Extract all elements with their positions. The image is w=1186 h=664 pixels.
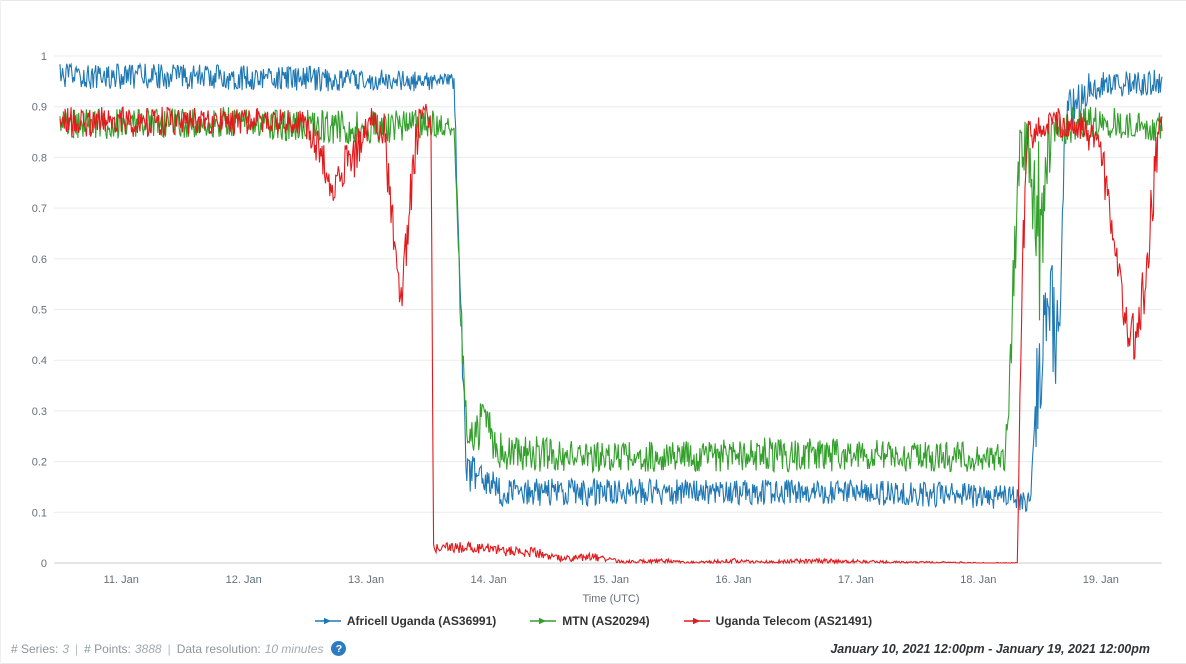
svg-text:Time (UTC): Time (UTC)	[582, 593, 639, 605]
svg-text:0.8: 0.8	[32, 152, 47, 164]
series-line-2[interactable]	[59, 103, 1163, 566]
svg-text:0.7: 0.7	[32, 203, 47, 215]
data-resolution-label: Data resolution:	[176, 641, 261, 656]
svg-text:17. Jan: 17. Jan	[838, 574, 874, 586]
svg-text:16. Jan: 16. Jan	[715, 574, 751, 586]
legend: Africell Uganda (AS36991) MTN (AS20294) …	[1, 609, 1186, 633]
svg-text:13. Jan: 13. Jan	[348, 574, 384, 586]
series-count-label: # Series:	[11, 641, 59, 656]
svg-text:0.6: 0.6	[32, 254, 47, 266]
svg-text:12. Jan: 12. Jan	[226, 574, 262, 586]
series-count-value: 3	[62, 641, 70, 656]
legend-item-label: Uganda Telecom (AS21491)	[715, 614, 873, 628]
date-range: January 10, 2021 12:00pm - January 19, 2…	[830, 641, 1150, 656]
svg-text:0: 0	[41, 558, 47, 570]
svg-text:18. Jan: 18. Jan	[960, 574, 996, 586]
svg-text:0.5: 0.5	[32, 305, 47, 317]
svg-text:0.3: 0.3	[32, 406, 47, 418]
series-line-1[interactable]	[59, 106, 1163, 474]
svg-text:14. Jan: 14. Jan	[471, 574, 507, 586]
svg-text:0.2: 0.2	[32, 457, 47, 469]
line-marker-icon	[314, 617, 341, 625]
legend-item-mtn[interactable]: MTN (AS20294)	[530, 614, 650, 628]
svg-text:0.1: 0.1	[32, 507, 47, 519]
chart-stats: # Series: 3 | # Points: 3888 | Data reso…	[11, 641, 347, 656]
legend-item-uganda-telecom[interactable]: Uganda Telecom (AS21491)	[683, 614, 873, 628]
legend-item-label: Africell Uganda (AS36991)	[346, 614, 497, 628]
line-marker-icon	[530, 617, 557, 625]
svg-text:1: 1	[41, 51, 47, 63]
footer: # Series: 3 | # Points: 3888 | Data reso…	[1, 633, 1186, 656]
separator: |	[75, 641, 79, 656]
separator: |	[167, 641, 171, 656]
svg-text:11. Jan: 11. Jan	[104, 574, 139, 586]
data-resolution-value: 10 minutes	[264, 641, 324, 656]
points-count-value: 3888	[134, 641, 162, 656]
series-line-0[interactable]	[59, 62, 1163, 513]
legend-item-label: MTN (AS20294)	[562, 614, 650, 628]
svg-text:19. Jan: 19. Jan	[1083, 574, 1119, 586]
line-chart[interactable]: 0 0.1 0.2 0.3 0.4 0.5 0.6 0.7 0.8 0.9 1 11. Jan 12. …	[1, 13, 1186, 609]
svg-text:15. Jan: 15. Jan	[593, 574, 629, 586]
svg-text:0.9: 0.9	[32, 102, 47, 114]
points-count-label: # Points:	[84, 641, 131, 656]
line-marker-icon	[683, 617, 710, 625]
help-icon[interactable]: ?	[331, 641, 347, 656]
svg-text:0.4: 0.4	[32, 355, 47, 367]
legend-item-africell[interactable]: Africell Uganda (AS36991)	[314, 614, 497, 628]
